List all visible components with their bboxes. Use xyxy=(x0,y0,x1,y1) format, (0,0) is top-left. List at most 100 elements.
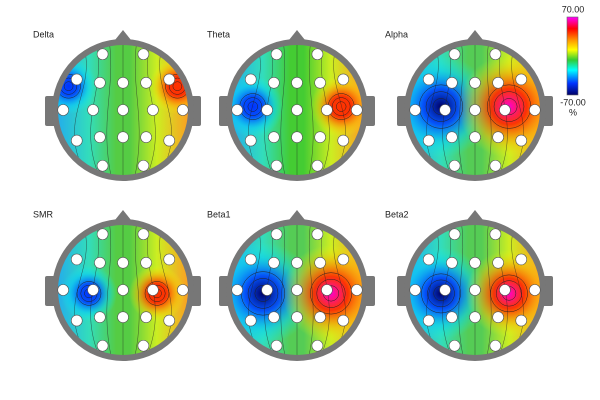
electrode xyxy=(70,314,83,327)
contour-line xyxy=(490,274,528,313)
electrode xyxy=(117,284,129,296)
electrode xyxy=(337,134,350,147)
electrode xyxy=(137,159,150,172)
electrode xyxy=(96,228,109,241)
electrode xyxy=(489,228,502,241)
contour-line xyxy=(172,81,183,91)
scalp-field xyxy=(55,42,191,178)
electrode xyxy=(140,131,152,143)
contour-line xyxy=(134,222,140,358)
electrode xyxy=(244,314,257,327)
contour-line xyxy=(310,272,352,315)
electrode xyxy=(492,131,504,143)
electrode xyxy=(448,228,461,241)
panel-title: SMR xyxy=(33,209,54,219)
panel-title: Delta xyxy=(33,29,54,39)
electrode xyxy=(268,77,280,89)
electrode xyxy=(469,77,481,89)
colorbar-unit: % xyxy=(569,107,577,117)
head-outline xyxy=(226,219,368,361)
electrode xyxy=(448,159,461,172)
contour-line xyxy=(247,278,279,309)
head-outline xyxy=(52,39,194,181)
electrode xyxy=(291,77,303,89)
electrode xyxy=(261,104,273,116)
contour-line xyxy=(316,278,346,308)
electrode xyxy=(268,131,280,143)
electrode xyxy=(117,104,129,116)
electrode xyxy=(137,228,150,241)
electrode xyxy=(311,339,324,352)
positive-spot xyxy=(310,76,365,138)
contour-line xyxy=(496,280,522,307)
contour-line xyxy=(425,91,457,122)
electrode xyxy=(147,284,159,296)
contour-line xyxy=(280,222,286,358)
electrode xyxy=(337,314,350,327)
electrode xyxy=(163,134,176,147)
contour-line xyxy=(331,97,351,116)
electrode xyxy=(446,131,458,143)
panel-title: Theta xyxy=(207,29,230,39)
contour-line xyxy=(76,281,102,306)
electrode xyxy=(140,256,152,269)
electrode xyxy=(314,311,326,324)
electrode xyxy=(231,284,243,296)
colorbar-max: 70.00 xyxy=(562,4,585,14)
electrode xyxy=(177,284,189,296)
electrode xyxy=(94,131,106,143)
electrode xyxy=(117,311,129,324)
electrode xyxy=(137,48,150,61)
electrode xyxy=(321,284,333,296)
head-map xyxy=(397,30,553,181)
contour-line xyxy=(421,273,461,314)
contour-line xyxy=(106,42,112,178)
contour-line xyxy=(486,42,492,178)
electrode xyxy=(244,134,257,147)
electrode xyxy=(96,159,109,172)
head-map xyxy=(219,210,375,361)
electrode xyxy=(268,311,280,324)
electrode xyxy=(137,339,150,352)
electrode xyxy=(291,311,303,324)
electrode xyxy=(270,159,283,172)
electrode xyxy=(314,131,326,143)
contour-line xyxy=(247,101,258,112)
electrode xyxy=(337,253,350,266)
electrode xyxy=(140,77,152,89)
head-map xyxy=(397,210,553,361)
electrode xyxy=(446,256,458,269)
electrode xyxy=(177,104,189,116)
electrode xyxy=(117,77,129,89)
electrode xyxy=(351,104,363,116)
head-outline xyxy=(52,219,194,361)
negative-spot xyxy=(229,76,284,138)
electrode xyxy=(268,256,280,269)
scalp-field xyxy=(407,222,543,358)
electrode xyxy=(337,73,350,86)
electrode xyxy=(351,284,363,296)
contour-line xyxy=(458,42,464,178)
panel-title: Alpha xyxy=(385,29,408,39)
contour-line xyxy=(243,97,263,116)
electrode xyxy=(492,311,504,324)
head-map xyxy=(219,30,375,181)
electrode xyxy=(244,253,257,266)
contour-line xyxy=(458,222,464,358)
electrode xyxy=(87,104,99,116)
contour-line xyxy=(280,42,286,178)
electrode xyxy=(94,77,106,89)
head-map xyxy=(45,210,201,361)
electrode xyxy=(469,131,481,143)
electrode xyxy=(499,284,511,296)
electrode xyxy=(489,339,502,352)
electrode xyxy=(446,311,458,324)
contour-line xyxy=(106,222,112,358)
negative-spot xyxy=(55,58,97,115)
electrode xyxy=(270,339,283,352)
electrode xyxy=(70,253,83,266)
electrode xyxy=(409,104,421,116)
electrode xyxy=(87,284,99,296)
electrode xyxy=(117,256,129,269)
electrode xyxy=(321,104,333,116)
